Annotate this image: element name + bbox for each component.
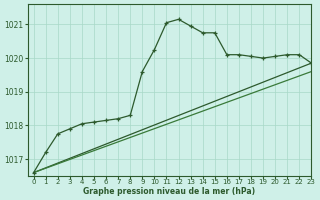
X-axis label: Graphe pression niveau de la mer (hPa): Graphe pression niveau de la mer (hPa) xyxy=(84,187,256,196)
